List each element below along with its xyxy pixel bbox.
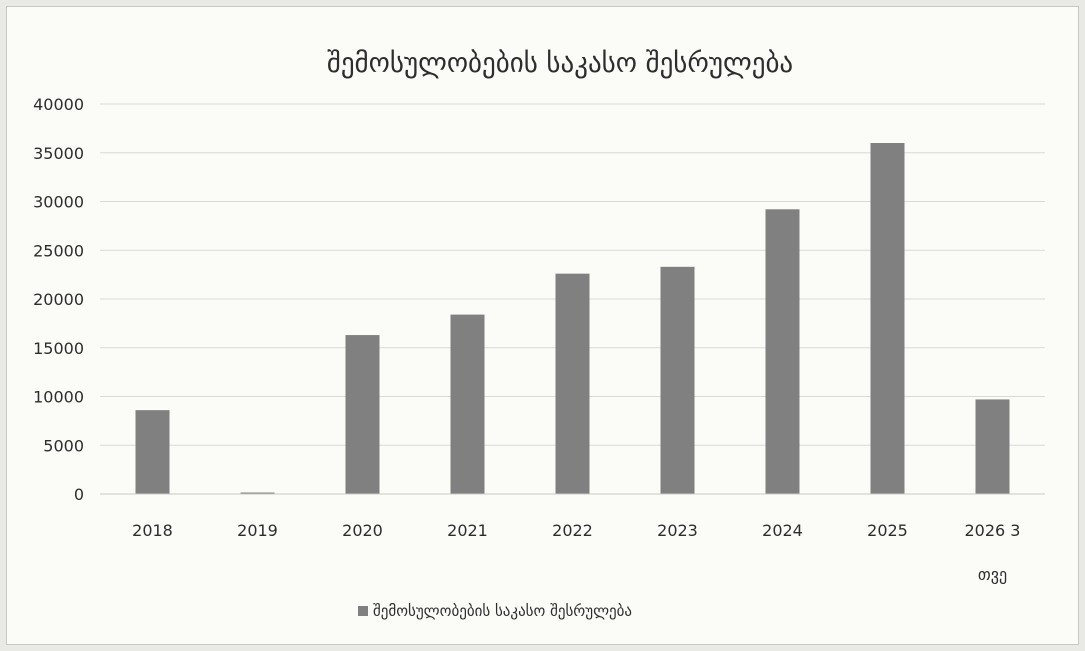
x-axis-tick-labels: 2018 2019 2020 2021 2022 2023 2024 2025 2026 3 თვ… [132, 521, 1020, 584]
chart-title: შემოსულობების საკასო შესრულება [327, 48, 793, 79]
legend-swatch [358, 606, 368, 616]
legend: შემოსულობების საკასო შესრულება [358, 602, 632, 620]
x-tick-label: 2023 [657, 521, 698, 540]
x-tick-label: თვე [978, 565, 1007, 584]
y-tick-label: 20000 [33, 290, 84, 309]
x-tick-label: 2019 [237, 521, 278, 540]
bar [135, 410, 170, 494]
bar [765, 209, 800, 495]
y-tick-label: 40000 [33, 95, 84, 114]
x-tick-label: 2026 3 [965, 521, 1021, 540]
y-tick-label: 10000 [33, 388, 84, 407]
bar [450, 314, 485, 494]
x-tick-label: 2020 [342, 521, 383, 540]
x-tick-label: 2018 [132, 521, 173, 540]
x-tick-label: 2021 [447, 521, 488, 540]
bar [240, 492, 275, 494]
bars [135, 143, 1010, 495]
y-tick-label: 30000 [33, 193, 84, 212]
y-tick-label: 25000 [33, 241, 84, 260]
bar [660, 266, 695, 494]
x-tick-label: 2024 [762, 521, 803, 540]
x-tick-label: 2022 [552, 521, 593, 540]
bar [345, 335, 380, 494]
y-tick-label: 0 [74, 485, 84, 504]
y-tick-label: 35000 [33, 144, 84, 163]
bar [975, 399, 1010, 494]
y-tick-label: 5000 [43, 436, 84, 455]
bar [870, 143, 905, 494]
y-tick-label: 15000 [33, 339, 84, 358]
bar [555, 273, 590, 494]
y-axis-tick-labels: 0 5000 10000 15000 20000 25000 30000 35000 40000 [33, 95, 84, 504]
legend-label: შემოსულობების საკასო შესრულება [373, 602, 632, 620]
x-tick-label: 2025 [867, 521, 908, 540]
